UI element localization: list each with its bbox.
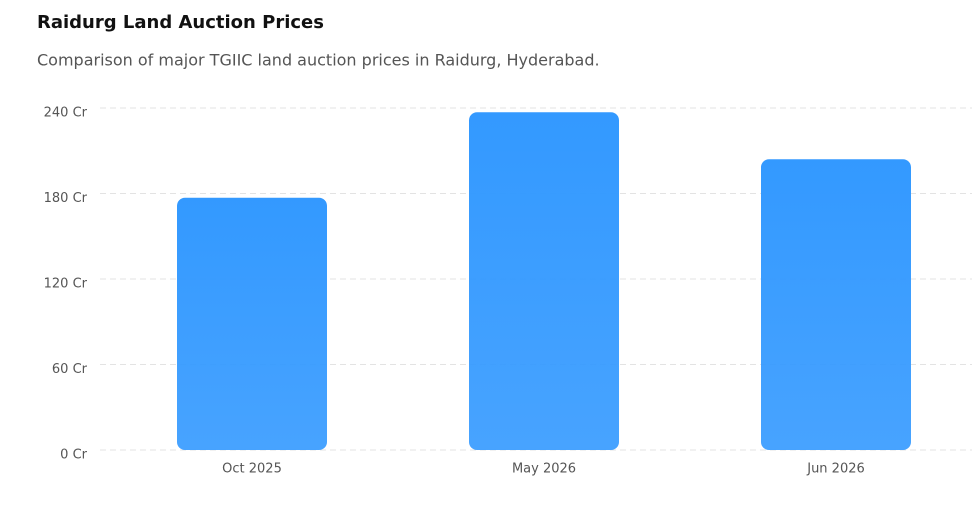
y-tick-label: 120 Cr — [44, 277, 88, 292]
y-tick-label: 60 Cr — [52, 362, 88, 377]
x-tick-label: May 2026 — [512, 462, 576, 477]
y-tick-label: 240 Cr — [44, 106, 88, 121]
y-tick-label: 180 Cr — [44, 191, 88, 206]
chart-title: Raidurg Land Auction Prices — [37, 12, 324, 33]
y-tick-label: 0 Cr — [60, 448, 87, 463]
x-tick-label: Jun 2026 — [806, 462, 865, 477]
bar — [469, 112, 619, 451]
x-tick-label: Oct 2025 — [222, 462, 282, 477]
bar — [177, 197, 327, 450]
bar — [761, 159, 911, 451]
chart-subtitle: Comparison of major TGIIC land auction p… — [37, 51, 600, 70]
